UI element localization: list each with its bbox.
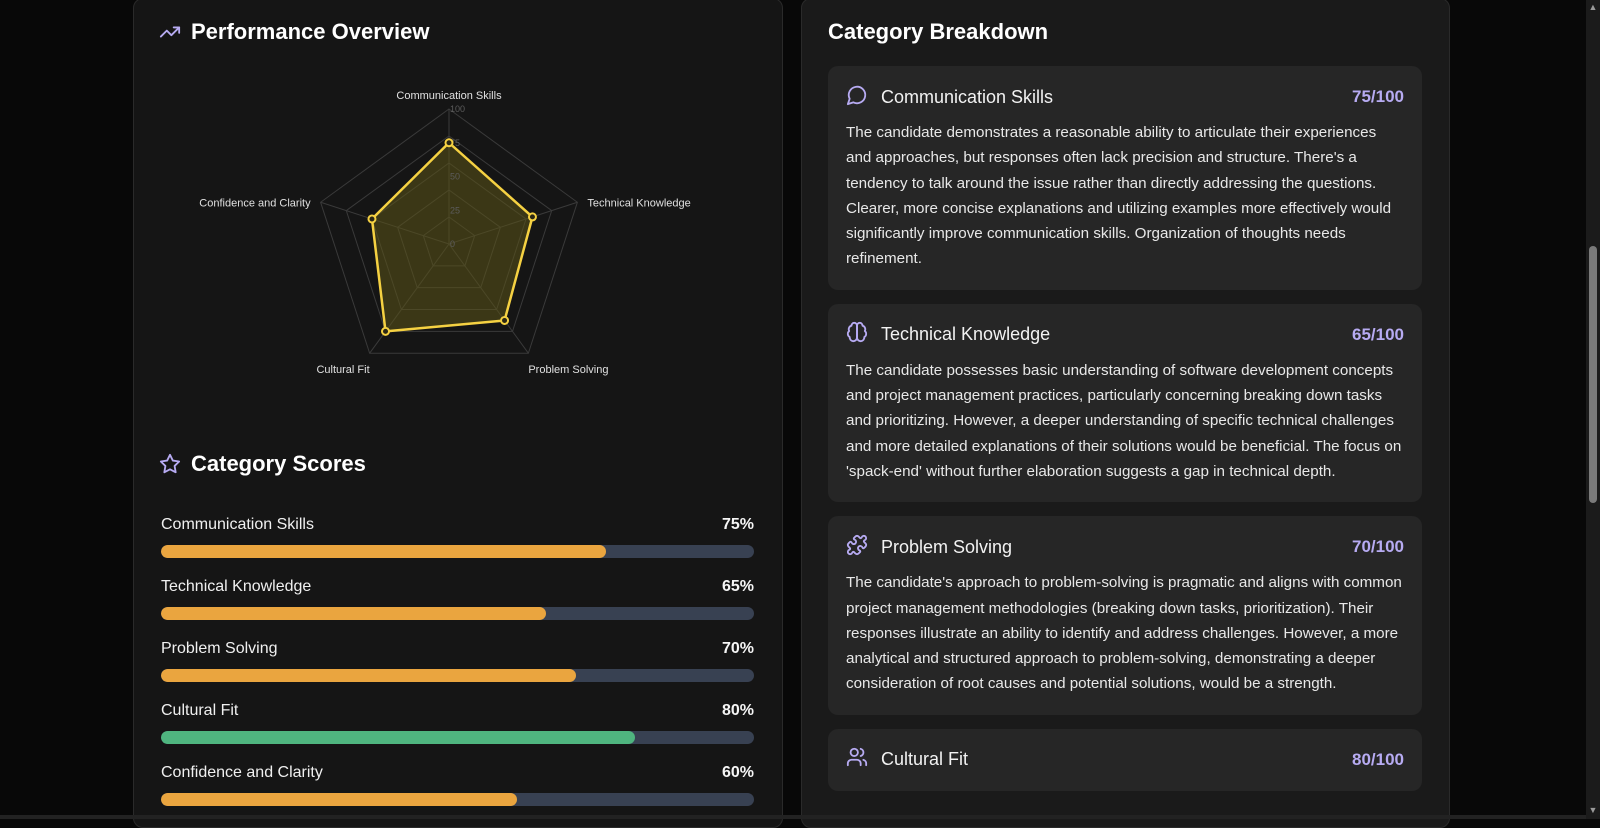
radar-point — [367, 214, 377, 224]
radar-tick-label: 0 — [450, 239, 455, 249]
radar-axis-label: Problem Solving — [528, 364, 608, 376]
card-description: The candidate possesses basic understand… — [846, 361, 1402, 480]
brain-icon — [846, 321, 868, 348]
score-row-problem-solving: Problem Solving 70% — [161, 638, 754, 700]
radar-tick-label: 50 — [450, 172, 460, 182]
card-title: Cultural Fit — [881, 749, 969, 770]
score-bar-fill — [161, 793, 517, 806]
page-scrollbar[interactable]: ▲ ▼ — [1586, 0, 1600, 819]
scroll-down-arrow-icon[interactable]: ▼ — [1588, 805, 1598, 815]
breakdown-panel: Category Breakdown Communication Skills … — [801, 0, 1450, 828]
category-breakdown-heading: Category Breakdown — [828, 19, 1048, 45]
breakdown-cards: Communication Skills 75/100 The candidat… — [828, 66, 1422, 805]
scroll-thumb[interactable] — [1589, 246, 1597, 503]
score-bar-fill — [161, 731, 636, 744]
category-scores-title: Category Scores — [191, 451, 366, 476]
card-title: Communication Skills — [881, 86, 1054, 107]
category-scores-list: Communication Skills 75% Technical Knowl… — [161, 514, 754, 824]
score-percent: 70% — [721, 640, 754, 657]
radar-series-area — [370, 141, 534, 333]
radar-point — [500, 315, 510, 325]
score-row-technical: Technical Knowledge 65% — [161, 576, 754, 638]
radar-grid-ring — [320, 108, 578, 354]
radar-tick-label: 100 — [450, 104, 465, 114]
radar-axis-label: Communication Skills — [396, 90, 502, 102]
score-bar-track — [161, 731, 754, 744]
category-breakdown-title: Category Breakdown — [828, 19, 1049, 44]
radar-tick-label: 25 — [450, 205, 460, 215]
card-description: The candidate demonstrates a reasonable … — [846, 124, 1392, 268]
score-row-confidence: Confidence and Clarity 60% — [161, 762, 754, 824]
score-name: Confidence and Clarity — [161, 764, 323, 781]
card-score: 75/100 — [1352, 87, 1404, 106]
score-percent: 60% — [721, 764, 754, 781]
scroll-up-arrow-icon[interactable]: ▲ — [1588, 2, 1598, 12]
score-bar-track — [161, 607, 754, 620]
score-row-communication: Communication Skills 75% — [161, 514, 754, 576]
card-description: The candidate's approach to problem-solv… — [846, 574, 1402, 693]
score-percent: 80% — [721, 702, 754, 719]
puzzle-icon — [846, 534, 868, 561]
performance-overview-title: Performance Overview — [191, 19, 430, 44]
radar-point — [527, 212, 537, 222]
score-row-cultural-fit: Cultural Fit 80% — [161, 700, 754, 762]
score-bar-fill — [161, 545, 606, 558]
performance-overview-heading: Performance Overview — [159, 19, 429, 45]
performance-panel: Performance Overview 0 25 50 75 100 Communica… — [133, 0, 783, 828]
radar-axis-label: Confidence and Clarity — [199, 197, 311, 209]
card-title: Technical Knowledge — [881, 324, 1051, 345]
score-name: Communication Skills — [161, 516, 314, 533]
radar-chart: 0 25 50 75 100 Communication Skills Technical … — [134, 0, 784, 419]
radar-axis-label: Cultural Fit — [316, 364, 369, 376]
horizontal-scroll-strip — [0, 815, 1586, 819]
score-bar-track — [161, 545, 754, 558]
score-bar-fill — [161, 669, 577, 682]
score-percent: 75% — [721, 516, 754, 533]
star-icon — [159, 453, 181, 475]
radar-axis-label: Technical Knowledge — [587, 197, 690, 209]
score-percent: 65% — [721, 578, 754, 595]
score-bar-track — [161, 793, 754, 806]
trending-up-icon — [159, 21, 181, 43]
card-title: Problem Solving — [881, 536, 1013, 557]
radar-tick-label: 75 — [450, 138, 460, 148]
score-bar-fill — [161, 607, 547, 620]
users-icon — [846, 746, 868, 773]
score-bar-track — [161, 669, 754, 682]
message-circle-icon — [846, 84, 868, 111]
breakdown-card-cultural-fit: Cultural Fit 80/100 — [828, 728, 1422, 791]
radar-grid-ring — [345, 135, 553, 332]
score-name: Technical Knowledge — [161, 578, 312, 595]
breakdown-card-problem-solving: Problem Solving 70/100 The candidate's a… — [828, 516, 1422, 715]
category-scores-heading: Category Scores — [159, 451, 366, 477]
score-name: Cultural Fit — [161, 702, 239, 719]
breakdown-card-communication: Communication Skills 75/100 The candidat… — [828, 66, 1422, 290]
card-score: 80/100 — [1352, 749, 1404, 769]
card-score: 65/100 — [1352, 324, 1404, 344]
radar-point — [444, 138, 454, 148]
score-name: Problem Solving — [161, 640, 278, 657]
radar-point — [381, 326, 391, 336]
card-score: 70/100 — [1352, 537, 1404, 557]
breakdown-card-technical: Technical Knowledge 65/100 The candidate… — [828, 303, 1422, 503]
